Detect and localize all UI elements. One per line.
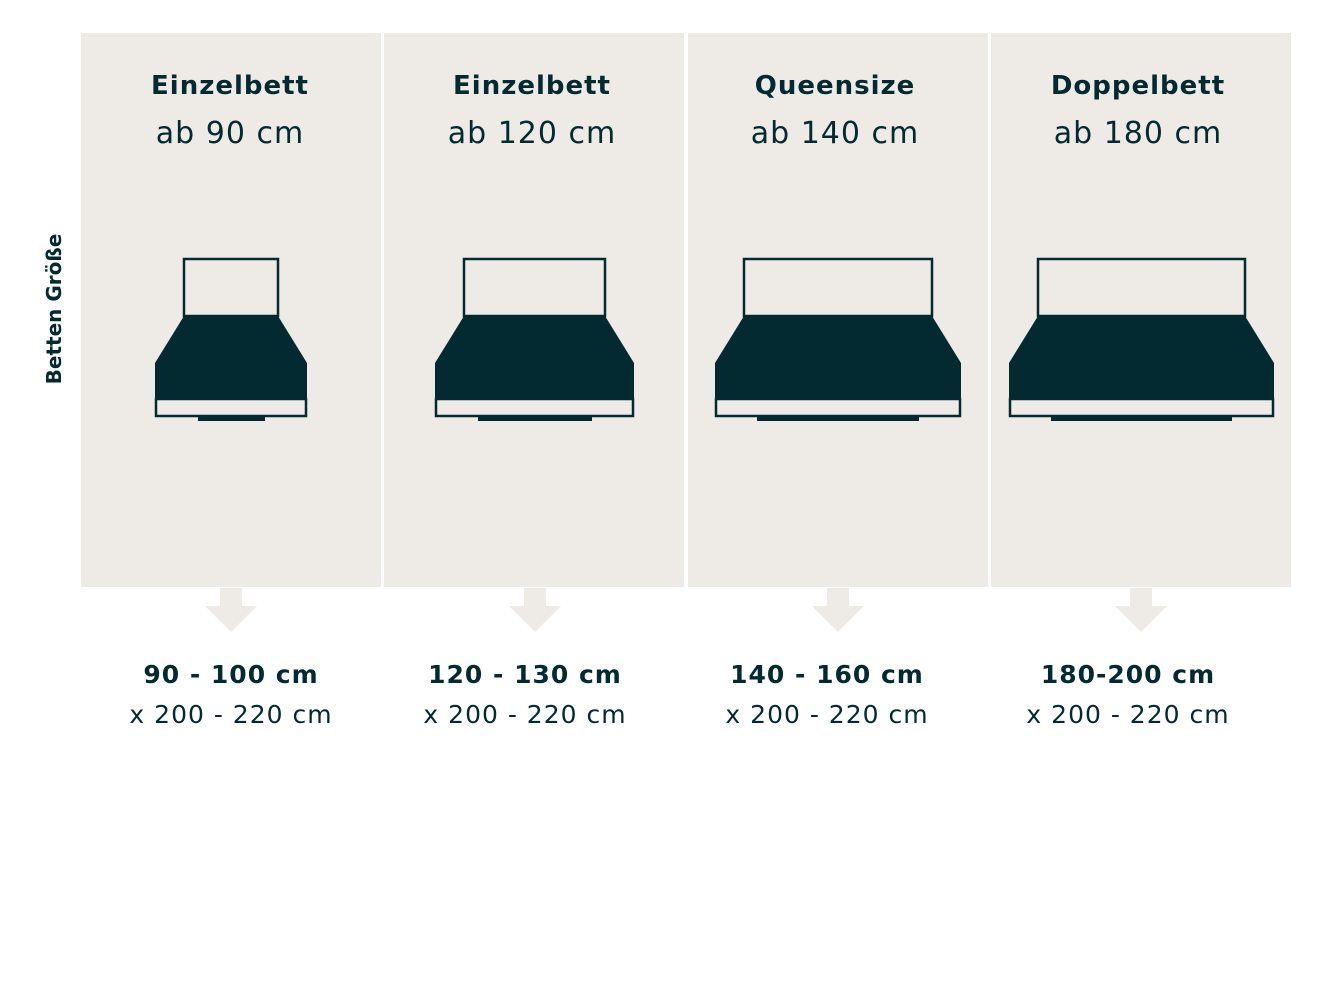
bed-foot xyxy=(478,416,592,421)
side-label: Betten Größe xyxy=(42,233,66,385)
mattress xyxy=(1009,363,1274,399)
bed-subtitle: ab 90 cm xyxy=(155,116,305,151)
bed-width-range: 90 - 100 cm xyxy=(143,660,319,689)
bed-width-range: 140 - 160 cm xyxy=(730,660,924,689)
bed-width-range: 120 - 130 cm xyxy=(428,660,622,689)
bed-title: Doppelbett xyxy=(1050,71,1226,101)
arrow-down-icon xyxy=(812,588,864,632)
bed-cover xyxy=(715,316,961,363)
mattress xyxy=(715,363,961,399)
bed-cover xyxy=(155,316,307,363)
bed-length-range: x 200 - 220 cm xyxy=(423,700,627,729)
panel xyxy=(991,33,1291,587)
bed-width-range: 180-200 cm xyxy=(1040,660,1216,689)
bed-cover xyxy=(1009,316,1274,363)
arrow-down-icon xyxy=(1115,588,1167,632)
bed-title: Einzelbett xyxy=(151,71,309,101)
bed-subtitle: ab 140 cm xyxy=(750,116,920,151)
bed-frame xyxy=(1008,397,1275,418)
panel xyxy=(384,33,684,587)
bed-length-range: x 200 - 220 cm xyxy=(129,700,333,729)
arrow-down-icon xyxy=(509,588,561,632)
bed-cover xyxy=(435,316,634,363)
bed-frame xyxy=(154,397,308,418)
bed-foot xyxy=(1051,416,1232,421)
panel xyxy=(688,33,988,587)
bed-title: Einzelbett xyxy=(453,71,611,101)
bed-title: Queensize xyxy=(754,71,916,101)
bed-length-range: x 200 - 220 cm xyxy=(1026,700,1230,729)
arrow-down-icon xyxy=(205,588,257,632)
bed-subtitle: ab 120 cm xyxy=(447,116,617,151)
mattress xyxy=(435,363,634,399)
bed-frame xyxy=(434,397,635,418)
mattress xyxy=(155,363,307,399)
bed-frame xyxy=(714,397,962,418)
bed-foot xyxy=(757,416,919,421)
bed-subtitle: ab 180 cm xyxy=(1053,116,1223,151)
bed-foot xyxy=(198,416,265,421)
panel xyxy=(81,33,381,587)
bed-length-range: x 200 - 220 cm xyxy=(725,700,929,729)
